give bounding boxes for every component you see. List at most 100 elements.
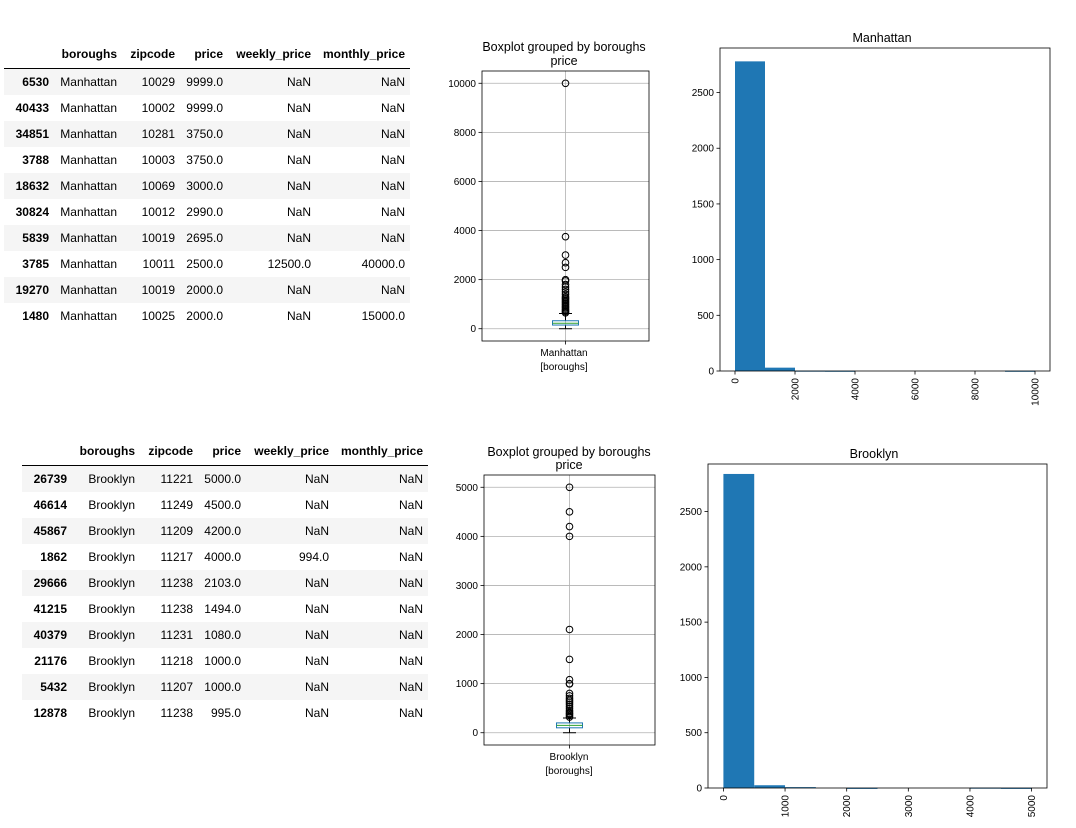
chart-title: Boxplot grouped by boroughs (482, 40, 645, 54)
outlier-point (561, 280, 570, 289)
table-cell: NaN (286, 179, 311, 193)
axes-frame (719, 47, 1051, 372)
chart-subtitle: price (550, 54, 577, 68)
table-header-row: boroughs zipcode price weekly_price mont… (4, 40, 410, 69)
table-cell: 10281 (141, 127, 175, 141)
axes-frame (483, 474, 656, 746)
x-tick-label: 10000 (1031, 378, 1042, 406)
row-index: 5432 (40, 680, 67, 694)
table-cell: NaN (304, 654, 329, 668)
table-cell: 995.0 (210, 706, 241, 720)
outlier-point (561, 275, 570, 284)
table-cell: 1080.0 (204, 628, 241, 642)
row-index: 46614 (33, 498, 67, 512)
table-cell: NaN (286, 101, 311, 115)
row-index: 6530 (22, 75, 49, 89)
table-row: 26739 Brooklyn 11221 5000.0 NaN NaN (22, 465, 428, 492)
table-cell: Brooklyn (88, 680, 135, 694)
table-cell: Brooklyn (88, 524, 135, 538)
outlier-point (565, 694, 574, 703)
table-cell: Manhattan (60, 231, 117, 245)
table-cell: 9999.0 (186, 75, 223, 89)
table-cell: NaN (304, 472, 329, 486)
table-cell: 2990.0 (186, 205, 223, 219)
brooklyn-dataframe: boroughs zipcode price weekly_price mont… (22, 437, 428, 726)
table-cell: NaN (380, 153, 405, 167)
outlier-point (561, 263, 570, 272)
table-cell: NaN (286, 309, 311, 323)
outlier-point (565, 655, 574, 664)
table-cell: NaN (286, 231, 311, 245)
outlier-point (561, 79, 570, 88)
brooklyn-boxplot: Boxplot grouped by boroughs price Brookl… (456, 445, 656, 777)
table-cell: NaN (398, 524, 423, 538)
table-cell: NaN (380, 283, 405, 297)
table-cell: NaN (304, 576, 329, 590)
outlier-point (561, 251, 570, 259)
y-tick-label: 0 (472, 728, 478, 739)
x-tick-label: 1000 (781, 795, 792, 818)
column-header: weekly_price (228, 40, 316, 69)
table-cell: NaN (286, 153, 311, 167)
y-tick-label: 1000 (692, 255, 715, 266)
table-row: 46614 Brooklyn 11249 4500.0 NaN NaN (22, 492, 428, 518)
table-cell: NaN (398, 680, 423, 694)
table-cell: 10012 (141, 205, 175, 219)
column-header: monthly_price (334, 437, 428, 466)
table-row: 3788 Manhattan 10003 3750.0 NaN NaN (4, 147, 410, 173)
row-index: 21176 (34, 654, 67, 668)
table-cell: 15000.0 (361, 309, 405, 323)
table-row: 5432 Brooklyn 11207 1000.0 NaN NaN (22, 674, 428, 700)
outlier-point (565, 675, 574, 684)
y-tick-label: 2500 (692, 88, 715, 99)
table-cell: 3750.0 (186, 127, 223, 141)
table-cell: Manhattan (60, 309, 117, 323)
row-index: 30824 (15, 205, 49, 219)
table-cell: Manhattan (60, 127, 117, 141)
column-header: price (180, 40, 228, 69)
outlier-point (565, 704, 574, 712)
y-tick-label: 0 (470, 324, 476, 335)
y-tick-label: 2000 (680, 562, 703, 573)
table-cell: Brooklyn (88, 576, 135, 590)
table-row: 40379 Brooklyn 11231 1080.0 NaN NaN (22, 622, 428, 648)
table-row: 1862 Brooklyn 11217 4000.0 994.0 NaN (22, 544, 428, 570)
outlier-point (565, 706, 574, 714)
table-body: 6530 Manhattan 10029 9999.0 NaN NaN 40433 Manha… (4, 68, 410, 329)
outlier-point (561, 290, 570, 299)
table-cell: 11238 (160, 706, 193, 720)
table-cell: 5000.0 (204, 472, 241, 486)
table-row: 5839 Manhattan 10019 2695.0 NaN NaN (4, 225, 410, 251)
table-cell: NaN (286, 205, 311, 219)
x-tick-label: 0 (719, 795, 730, 801)
table-cell: 2500.0 (186, 257, 223, 271)
column-header: price (198, 437, 246, 466)
outlier-point (565, 702, 574, 711)
table-cell: Brooklyn (88, 602, 135, 616)
table-row: 3785 Manhattan 10011 2500.0 12500.0 40000.0 (4, 251, 410, 277)
table-row: 45867 Brooklyn 11209 4200.0 NaN NaN (22, 518, 428, 544)
y-tick-label: 2000 (692, 144, 715, 155)
row-index: 45867 (33, 524, 67, 538)
x-axis-label: [boroughs] (540, 362, 587, 373)
table-cell: NaN (380, 127, 405, 141)
table-cell: NaN (286, 75, 311, 89)
table-cell: Manhattan (60, 179, 117, 193)
y-tick-label: 1500 (680, 618, 703, 629)
table-cell: 10025 (141, 309, 175, 323)
table-cell: 11207 (160, 680, 193, 694)
table-row: 19270 Manhattan 10019 2000.0 NaN NaN (4, 277, 410, 303)
y-tick-label: 2500 (680, 507, 703, 518)
table-row: 12878 Brooklyn 11238 995.0 NaN NaN (22, 700, 428, 726)
row-index: 12878 (33, 706, 67, 720)
table-cell: 11218 (160, 654, 193, 668)
column-header (22, 437, 72, 466)
table-cell: 4200.0 (204, 524, 241, 538)
table-cell: 11249 (160, 498, 193, 512)
table-cell: NaN (380, 231, 405, 245)
table-cell: 11238 (160, 576, 193, 590)
column-header: monthly_price (316, 40, 410, 69)
table-cell: 2000.0 (186, 309, 223, 323)
table-cell: NaN (398, 576, 423, 590)
table-cell: NaN (380, 205, 405, 219)
